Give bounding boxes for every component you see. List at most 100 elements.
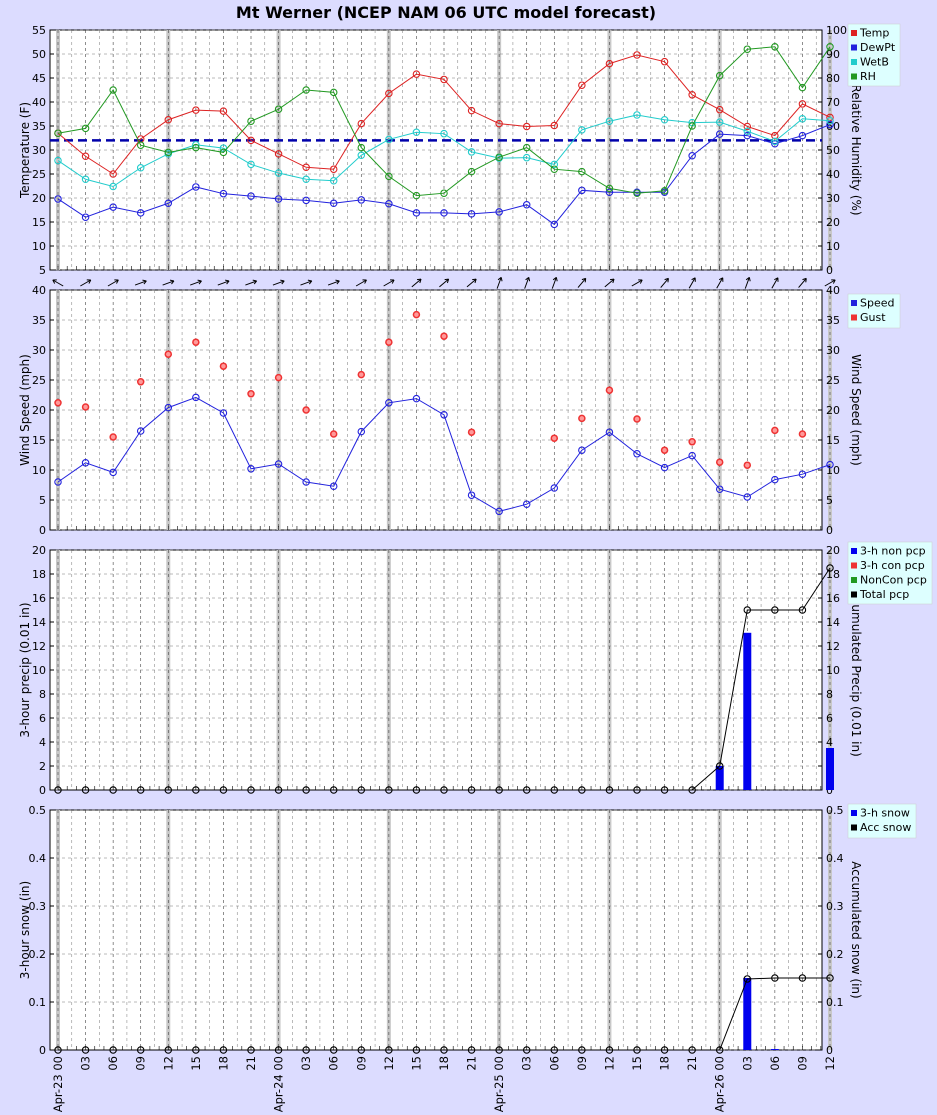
acc-snow-point xyxy=(605,1046,614,1054)
total-pcp-point xyxy=(247,786,255,794)
legend-label: Temp xyxy=(859,27,889,40)
total-pcp-point xyxy=(771,606,779,614)
gust-point xyxy=(302,406,310,414)
x-tick-label: 12 xyxy=(602,1056,616,1071)
gust-point xyxy=(412,310,421,319)
dewpt-point xyxy=(826,120,834,129)
y-tick-label-right: 0.2 xyxy=(826,948,844,961)
x-tick-label: Apr-25 00 xyxy=(492,1056,506,1112)
wind-direction-arrow xyxy=(107,279,119,287)
y-tick-label-right: 4 xyxy=(826,736,833,749)
x-tick-label: 12 xyxy=(161,1056,175,1071)
legend-swatch xyxy=(851,59,857,65)
acc-snow-point xyxy=(247,1046,255,1054)
rh-point xyxy=(54,129,62,137)
temp-point xyxy=(302,163,310,172)
wind-direction-arrow xyxy=(80,279,92,287)
total-pcp-point xyxy=(826,564,834,572)
x-tick-label: 21 xyxy=(244,1056,258,1071)
legend-label: Acc snow xyxy=(860,821,911,834)
y-tick-label: 18 xyxy=(32,568,46,581)
wind-direction-arrow xyxy=(771,277,779,289)
y-tick-label-right: 16 xyxy=(826,592,840,605)
dewpt-point xyxy=(798,131,807,140)
3-h-non-pcp-bar xyxy=(826,748,834,790)
y-tick-label: 6 xyxy=(39,712,46,725)
temp-point xyxy=(715,105,724,114)
gust-point xyxy=(385,338,393,346)
temp-point xyxy=(688,91,696,99)
y-tick-label: 5 xyxy=(39,264,46,277)
x-tick-label: 15 xyxy=(409,1056,423,1071)
legend-swatch xyxy=(851,810,857,816)
speed-point xyxy=(274,460,283,468)
chart-title: Mt Werner (NCEP NAM 06 UTC model forecas… xyxy=(236,3,656,22)
total-pcp-point xyxy=(412,786,421,794)
dewpt-point xyxy=(247,192,255,200)
acc-snow-point xyxy=(329,1046,338,1054)
x-tick-label: Apr-26 00 xyxy=(713,1056,727,1112)
wind-direction-arrow xyxy=(524,276,531,289)
speed-point xyxy=(357,427,366,436)
speed-point xyxy=(826,460,834,469)
acc-snow-point xyxy=(357,1046,366,1054)
speed-point xyxy=(715,485,724,493)
temp-point xyxy=(81,152,90,160)
temp-point xyxy=(495,119,503,128)
acc-snow-point xyxy=(660,1046,669,1054)
wind-direction-arrow xyxy=(217,279,230,286)
rh-point xyxy=(164,148,173,157)
legend-label: Gust xyxy=(860,311,886,324)
y-axis-label: 3-hour precip (0.01 in) xyxy=(18,602,32,737)
wind-direction-arrow xyxy=(688,277,696,289)
total-pcp-point xyxy=(633,786,641,794)
wind-direction-arrow xyxy=(190,279,202,286)
wind-direction-arrow xyxy=(660,277,669,288)
gust-point xyxy=(550,434,559,442)
y-tick-label: 15 xyxy=(32,434,46,447)
x-tick-label: Apr-23 00 xyxy=(51,1056,65,1112)
y-tick-label: 0 xyxy=(39,1044,46,1057)
wetb-point xyxy=(826,116,834,125)
wind-direction-arrow xyxy=(631,279,643,287)
wind-direction-arrow xyxy=(577,277,587,288)
y-tick-label: 35 xyxy=(32,314,46,327)
acc-snow-point xyxy=(578,1046,586,1054)
total-pcp-point xyxy=(54,786,62,794)
dewpt-point xyxy=(522,200,531,209)
total-pcp-point xyxy=(164,786,173,794)
total-pcp-point xyxy=(302,786,310,794)
3-h-snow-bar xyxy=(743,978,752,1050)
y-tick-label-right: 12 xyxy=(826,640,840,653)
speed-point xyxy=(192,393,200,402)
wetb-line xyxy=(57,114,831,188)
speed-point xyxy=(412,394,421,403)
rh-point xyxy=(660,187,669,195)
speed-point xyxy=(164,403,173,412)
total-pcp-point xyxy=(798,606,807,614)
y-axis-label-right: Relative Humidity (%) xyxy=(849,84,863,215)
speed-point xyxy=(798,470,807,478)
legend-swatch xyxy=(851,824,857,831)
gust-point xyxy=(633,415,641,423)
x-tick-label: 03 xyxy=(79,1056,93,1071)
total-pcp-point xyxy=(688,786,696,794)
y-tick-label-right: 0 xyxy=(826,524,833,537)
wind-direction-arrow xyxy=(162,279,175,286)
rh-point xyxy=(192,143,200,152)
speed-point xyxy=(578,446,586,454)
y-tick-label-right: 25 xyxy=(826,374,840,387)
temp-point xyxy=(743,122,752,131)
speed-point xyxy=(522,500,531,508)
y-tick-label-right: 15 xyxy=(826,434,840,447)
gust-point xyxy=(192,338,200,346)
speed-point xyxy=(660,463,669,472)
3-h-non-pcp-bar xyxy=(715,766,724,790)
temp-point xyxy=(633,51,641,59)
wind-direction-arrow xyxy=(245,279,258,286)
wind-direction-arrow xyxy=(744,276,751,289)
wetb-point xyxy=(467,148,476,156)
total-pcp-point xyxy=(605,786,614,794)
total-pcp-point xyxy=(219,786,228,794)
gust-point xyxy=(715,458,724,466)
